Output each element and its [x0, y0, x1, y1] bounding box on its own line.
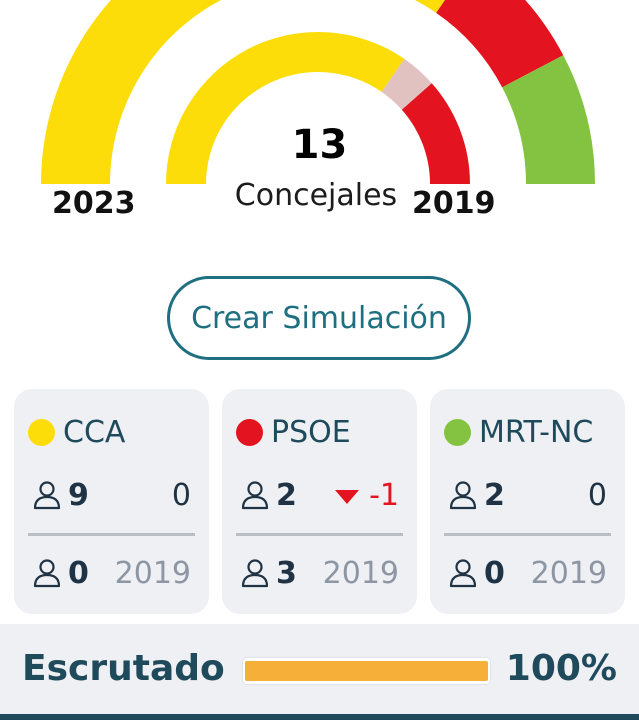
previous-seats: 0: [68, 555, 89, 591]
party-card-psoe[interactable]: PSOE 2 -1 3 2019: [222, 389, 417, 614]
person-icon: [32, 480, 62, 510]
arc-segment-cca: [41, 0, 446, 184]
arc-segment-psoe: [436, 0, 564, 88]
party-color-dot: [444, 419, 471, 446]
party-name: PSOE: [271, 415, 351, 450]
previous-year: 2019: [322, 555, 399, 591]
scrutiny-label: Escrutado: [22, 648, 225, 689]
divider: [28, 533, 195, 536]
party-card-mrt-nc[interactable]: MRT-NC 2 0 0 2019: [430, 389, 625, 614]
previous-seats-row: 3 2019: [240, 553, 399, 593]
previous-seats-row: 0 2019: [32, 553, 191, 593]
party-card-cca[interactable]: CCA 9 0 0 2019: [14, 389, 209, 614]
person-icon: [448, 480, 478, 510]
previous-year: 2019: [114, 555, 191, 591]
previous-seats: 0: [484, 555, 505, 591]
arc-segment-mrt-nc: [502, 55, 595, 184]
divider: [236, 533, 403, 536]
current-seats: 2: [276, 477, 297, 513]
previous-seats-row: 0 2019: [448, 553, 607, 593]
seat-delta: 0: [587, 477, 607, 513]
current-seats: 9: [68, 477, 89, 513]
party-name: CCA: [63, 415, 126, 450]
person-icon: [32, 558, 62, 588]
person-icon: [240, 558, 270, 588]
outer-arc-2023: [41, 0, 595, 184]
divider: [444, 533, 611, 536]
person-icon: [448, 558, 478, 588]
current-seats-row: 2 0: [448, 475, 607, 515]
bottom-bar: [0, 714, 639, 720]
scrutiny-progress-bar: [243, 658, 490, 684]
inner-arc-2019: [166, 32, 470, 185]
previous-seats: 3: [276, 555, 297, 591]
person-icon: [240, 480, 270, 510]
scrutiny-progress-fill: [245, 661, 488, 681]
current-seats: 2: [484, 477, 505, 513]
year-current-label: 2023: [52, 186, 136, 221]
previous-year: 2019: [530, 555, 607, 591]
current-seats-row: 9 0: [32, 475, 191, 515]
current-seats-row: 2 -1: [240, 475, 399, 515]
arc-segment-psoe: [401, 83, 470, 184]
scrutiny-percent: 100%: [505, 648, 617, 689]
seat-arc-chart: [41, 0, 595, 185]
party-color-dot: [28, 419, 55, 446]
seats-label: Concejales: [234, 178, 398, 213]
seat-delta: 0: [171, 477, 191, 513]
seat-delta: -1: [335, 478, 399, 513]
arc-segment-other: [381, 58, 432, 110]
year-previous-label: 2019: [412, 186, 496, 221]
triangle-down-icon: [335, 490, 360, 504]
create-simulation-button[interactable]: Crear Simulación: [167, 276, 471, 360]
party-name: MRT-NC: [479, 415, 594, 450]
arc-segment-cca: [166, 32, 405, 185]
total-seats: 13: [291, 122, 348, 168]
party-color-dot: [236, 419, 263, 446]
